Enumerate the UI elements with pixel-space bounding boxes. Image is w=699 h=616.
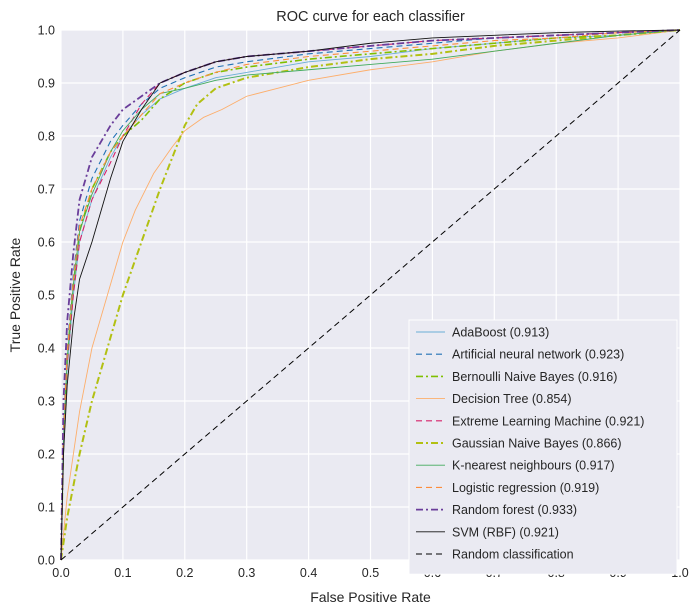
legend-entry: AdaBoost (0.913): [452, 326, 549, 340]
series-line-10: [60, 29, 681, 561]
y-tick-label: 0.4: [38, 342, 55, 356]
y-tick-labels: 0.0 0.1 0.2 0.3 0.4 0.5 0.6 0.7 0.8 0.9 1.0: [38, 24, 55, 568]
y-tick-label: 0.0: [38, 554, 55, 568]
x-tick-label: 0.2: [176, 566, 193, 580]
legend-entry: Bernoulli Naive Bayes (0.916): [452, 370, 617, 384]
legend-box: [408, 319, 678, 575]
legend: AdaBoost (0.913) Artificial neural networ…: [408, 319, 678, 575]
y-tick-label: 0.1: [38, 501, 55, 515]
x-axis-title: False Positive Rate: [310, 589, 431, 605]
y-tick-label: 0.9: [38, 77, 55, 91]
series-line-9: [60, 29, 681, 561]
series-line-6: [60, 29, 681, 561]
series-line-7: [60, 29, 681, 561]
x-tick-label: 0.3: [238, 566, 255, 580]
legend-entry: Decision Tree (0.854): [452, 392, 572, 406]
x-tick-label: 0.4: [300, 566, 317, 580]
x-tick-label: 0.1: [114, 566, 131, 580]
legend-entry: Random classification: [452, 548, 574, 562]
y-tick-label: 0.8: [38, 130, 55, 144]
y-tick-label: 0.5: [38, 289, 55, 303]
y-tick-label: 0.6: [38, 236, 55, 250]
legend-entry: Logistic regression (0.919): [452, 481, 599, 495]
x-tick-label: 0.5: [362, 566, 379, 580]
legend-entry: Artificial neural network (0.923): [452, 348, 624, 362]
series-line-3: [60, 29, 681, 561]
y-tick-label: 0.7: [38, 183, 55, 197]
y-axis-title: True Positive Rate: [7, 237, 23, 352]
y-tick-label: 0.3: [38, 395, 55, 409]
grid-lines: [60, 29, 681, 561]
series-line-1: [60, 29, 681, 561]
series-layer: [60, 29, 681, 561]
legend-entry: Gaussian Naive Bayes (0.866): [452, 437, 622, 451]
y-tick-label: 1.0: [38, 24, 55, 38]
series-line-5: [60, 29, 681, 561]
legend-entry: K-nearest neighbours (0.917): [452, 459, 615, 473]
chart-title: ROC curve for each classifier: [276, 9, 465, 25]
x-tick-label: 0.0: [52, 566, 69, 580]
y-tick-label: 0.2: [38, 448, 55, 462]
legend-entry: Extreme Learning Machine (0.921): [452, 414, 644, 428]
legend-entry: Random forest (0.933): [452, 503, 577, 517]
legend-entry: SVM (RBF) (0.921): [452, 525, 559, 539]
